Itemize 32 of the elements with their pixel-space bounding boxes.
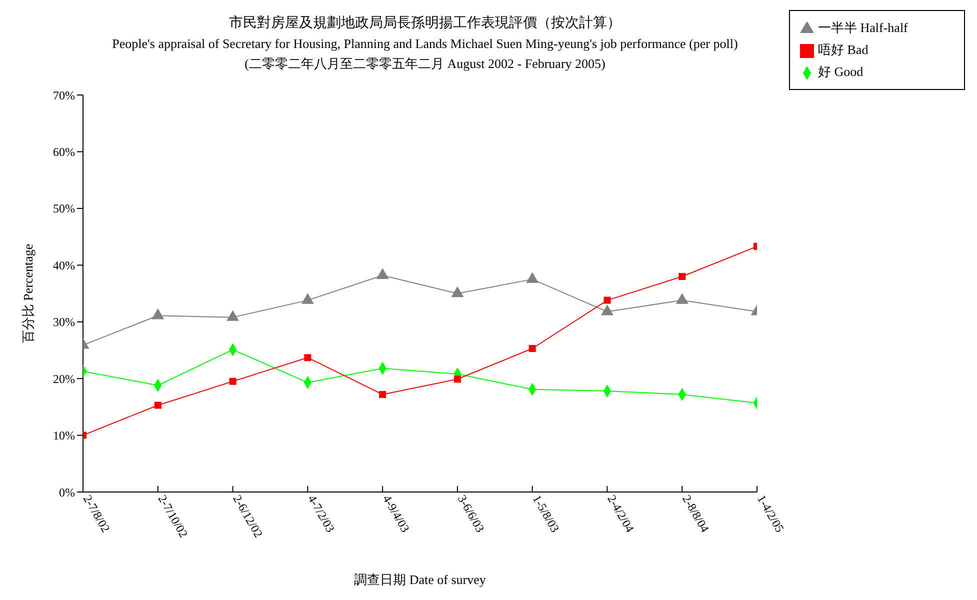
point: [154, 402, 162, 409]
y-tick-label: 60%: [53, 144, 75, 159]
y-tick-label: 50%: [53, 202, 75, 216]
y-tick-label: 0%: [59, 485, 75, 500]
point: [528, 345, 536, 352]
point: [678, 272, 686, 280]
point: [229, 378, 236, 385]
y-tick-label: 10%: [53, 428, 75, 443]
point: [304, 354, 312, 362]
y-tick-label: 70%: [53, 88, 75, 102]
point: [601, 304, 614, 316]
y-tick-label: 40%: [53, 258, 75, 272]
point: [526, 272, 538, 283]
legend-label: 一半半 Half-half: [818, 20, 908, 35]
x-axis-title: 調查日期 Date of survey: [354, 572, 486, 587]
point: [226, 310, 239, 321]
point: [452, 286, 464, 298]
point: [676, 294, 688, 304]
chart-subtitle: People's appraisal of Secretary for Housing, Planning and Lands Michael Suen Ming-yeung's job performance (per poll): [112, 36, 738, 51]
point: [152, 308, 164, 320]
chart-title: 市民對房屋及規劃地政局局長孫明揚工作表現評價（按次計算）: [229, 16, 621, 31]
point: [604, 296, 611, 304]
y-tick-label: 20%: [53, 372, 75, 386]
point: [376, 268, 388, 279]
legend-label: 好 Good: [818, 64, 864, 79]
point: [302, 294, 314, 304]
point: [379, 390, 386, 398]
y-tick-label: 30%: [53, 315, 75, 330]
y-axis-title: 百分比 Percentage: [20, 244, 36, 344]
text: (二零零二年八月至二零零五年二月 August 2002 - February 2005): [244, 56, 606, 71]
point: [454, 376, 461, 383]
legend-label: 唔好 Bad: [818, 42, 868, 57]
